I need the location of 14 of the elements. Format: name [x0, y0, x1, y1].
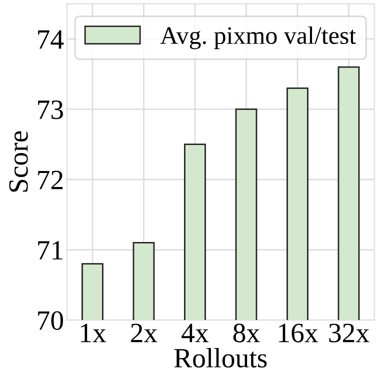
- x-tick-label: 8x: [233, 324, 260, 342]
- y-tick-label: 74: [38, 30, 64, 49]
- y-axis-title: Score: [9, 131, 28, 192]
- x-tick-label: 4x: [182, 324, 209, 342]
- x-tick-label: 32x: [329, 324, 370, 342]
- x-tick-label: 16x: [279, 324, 318, 342]
- x-tick-label: 2x: [131, 324, 158, 342]
- legend-label: Avg. pixmo val/test: [160, 26, 356, 50]
- y-tick-label: 71: [38, 241, 62, 260]
- y-tick-label: 72: [38, 170, 63, 190]
- x-axis-title: Rollouts: [174, 348, 267, 368]
- x-tick-label: 1x: [81, 324, 106, 342]
- y-tick-label: 70: [38, 311, 64, 330]
- y-tick-label: 73: [38, 100, 63, 120]
